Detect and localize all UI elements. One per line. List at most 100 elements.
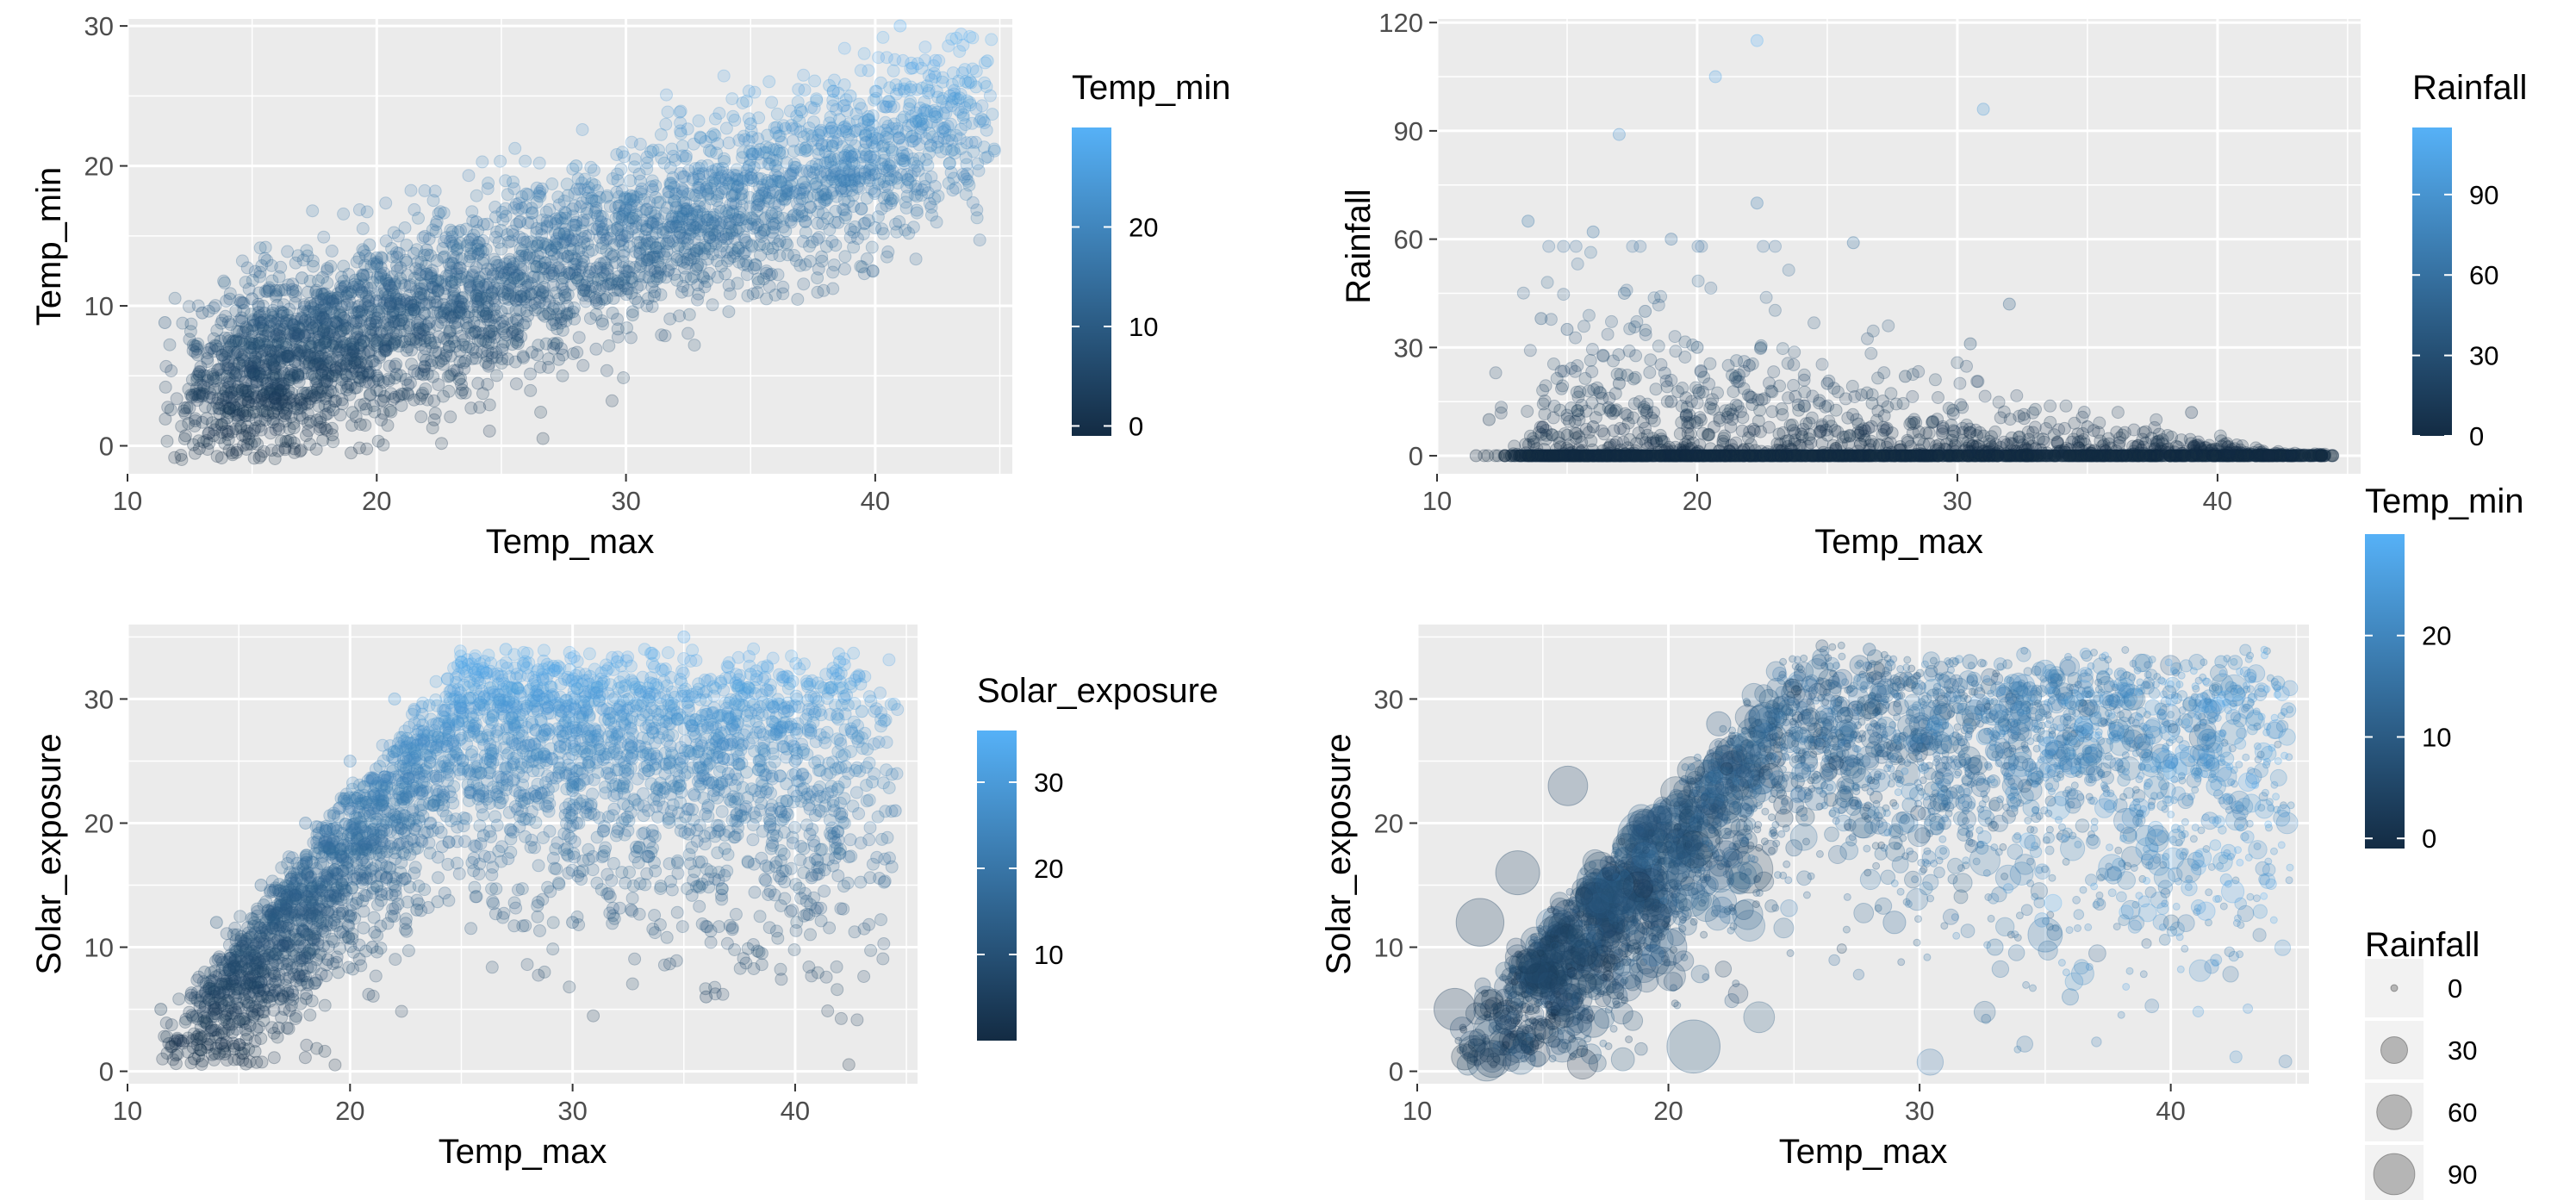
data-point	[159, 412, 172, 426]
data-point	[675, 149, 689, 163]
data-point	[858, 165, 872, 178]
data-point	[190, 370, 204, 383]
data-point	[893, 152, 907, 166]
data-point	[239, 276, 252, 289]
data-point	[632, 167, 646, 181]
data-point	[550, 212, 563, 226]
data-point	[237, 438, 250, 452]
data-point	[289, 296, 302, 310]
data-point	[404, 183, 418, 197]
data-point	[497, 326, 511, 339]
data-point	[1542, 239, 1556, 253]
data-point	[508, 141, 522, 155]
data-point	[325, 244, 339, 258]
data-point	[904, 176, 918, 190]
data-point	[681, 187, 695, 201]
data-point	[386, 393, 400, 406]
data-point	[364, 282, 377, 295]
data-point	[826, 265, 840, 279]
data-point	[829, 204, 843, 218]
data-point	[324, 259, 338, 273]
data-point	[660, 244, 674, 258]
data-point	[726, 109, 740, 123]
data-point	[939, 142, 953, 156]
data-point	[692, 114, 706, 127]
data-point	[666, 234, 680, 248]
data-point	[249, 405, 263, 419]
data-point	[970, 203, 984, 217]
data-point	[319, 366, 333, 380]
data-point	[414, 410, 428, 424]
data-point	[912, 138, 926, 152]
data-point	[489, 255, 503, 269]
data-point	[279, 350, 293, 364]
data-point	[451, 364, 464, 377]
data-point	[818, 145, 832, 159]
data-point	[319, 407, 333, 421]
data-point	[654, 262, 668, 276]
data-point	[1607, 354, 1620, 368]
data-point	[1521, 405, 1534, 418]
data-point	[570, 183, 584, 196]
data-point	[606, 172, 619, 185]
data-point	[781, 187, 795, 201]
data-point	[339, 376, 353, 390]
data-point	[762, 75, 776, 89]
data-point	[271, 397, 284, 411]
data-point	[426, 280, 439, 294]
data-point	[1769, 239, 1782, 253]
data-point	[820, 168, 834, 182]
data-point	[799, 215, 812, 228]
data-point	[556, 271, 569, 285]
data-point	[289, 256, 302, 270]
data-point	[515, 190, 529, 203]
data-point	[258, 396, 271, 410]
data-point	[427, 413, 441, 426]
data-point	[582, 245, 595, 258]
data-point	[975, 99, 989, 113]
data-point	[516, 233, 530, 246]
data-point	[614, 228, 628, 242]
data-point	[764, 178, 778, 192]
data-point	[900, 190, 914, 203]
data-point	[1546, 358, 1560, 370]
data-point	[270, 323, 283, 337]
data-point	[617, 245, 631, 258]
data-point	[973, 115, 986, 128]
data-point	[233, 369, 246, 382]
data-point	[495, 271, 508, 285]
data-point	[170, 392, 184, 406]
data-point	[412, 211, 425, 225]
data-point	[793, 103, 807, 117]
data-point	[868, 221, 882, 234]
data-point	[963, 96, 976, 109]
data-point	[426, 194, 440, 208]
data-point	[520, 187, 533, 201]
data-point	[358, 397, 371, 411]
data-point	[482, 424, 496, 438]
data-point	[589, 342, 603, 356]
data-point	[488, 230, 502, 244]
data-point	[588, 281, 602, 295]
data-point	[252, 366, 266, 380]
data-point	[511, 322, 525, 335]
data-point	[277, 298, 290, 312]
data-point	[345, 345, 359, 359]
data-point	[959, 75, 973, 89]
data-point	[771, 268, 785, 282]
data-point	[186, 344, 200, 358]
data-point	[605, 277, 618, 289]
data-point	[378, 342, 392, 356]
data-point	[459, 316, 473, 330]
data-point	[582, 229, 595, 243]
data-point	[799, 144, 812, 158]
data-point	[258, 284, 272, 298]
data-point	[254, 370, 268, 383]
data-point	[258, 306, 271, 320]
data-point	[551, 322, 564, 336]
data-point	[853, 165, 867, 178]
data-point	[472, 289, 486, 302]
data-point	[448, 276, 462, 289]
data-point	[849, 139, 862, 152]
data-point	[215, 451, 228, 465]
